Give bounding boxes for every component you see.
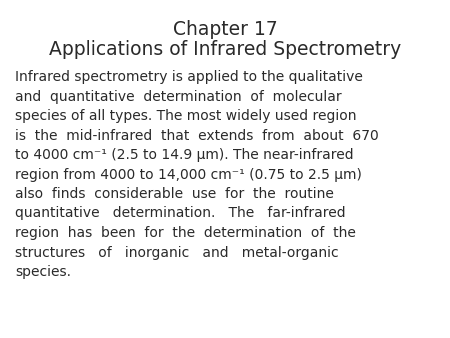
Text: region from 4000 to 14,000 cm⁻¹ (0.75 to 2.5 μm): region from 4000 to 14,000 cm⁻¹ (0.75 to…: [15, 168, 362, 182]
Text: Applications of Infrared Spectrometry: Applications of Infrared Spectrometry: [49, 40, 401, 59]
Text: species.: species.: [15, 265, 71, 279]
Text: species of all types. The most widely used region: species of all types. The most widely us…: [15, 109, 356, 123]
Text: and  quantitative  determination  of  molecular: and quantitative determination of molecu…: [15, 90, 342, 103]
Text: to 4000 cm⁻¹ (2.5 to 14.9 μm). The near-infrared: to 4000 cm⁻¹ (2.5 to 14.9 μm). The near-…: [15, 148, 354, 162]
Text: quantitative   determination.   The   far-infrared: quantitative determination. The far-infr…: [15, 207, 346, 220]
Text: region  has  been  for  the  determination  of  the: region has been for the determination of…: [15, 226, 356, 240]
Text: structures   of   inorganic   and   metal-organic: structures of inorganic and metal-organi…: [15, 245, 338, 260]
Text: Infrared spectrometry is applied to the qualitative: Infrared spectrometry is applied to the …: [15, 70, 363, 84]
Text: is  the  mid-infrared  that  extends  from  about  670: is the mid-infrared that extends from ab…: [15, 128, 379, 143]
Text: also  finds  considerable  use  for  the  routine: also finds considerable use for the rout…: [15, 187, 334, 201]
Text: Chapter 17: Chapter 17: [173, 20, 277, 39]
